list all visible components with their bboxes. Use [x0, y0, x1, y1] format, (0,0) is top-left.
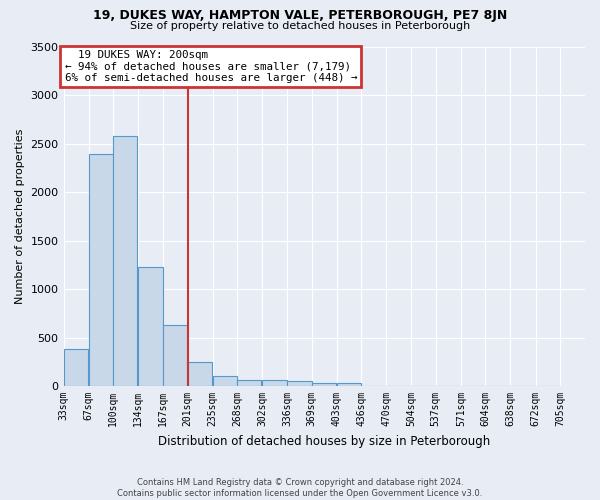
Bar — [188, 362, 212, 386]
Text: Contains HM Land Registry data © Crown copyright and database right 2024.
Contai: Contains HM Land Registry data © Crown c… — [118, 478, 482, 498]
Text: 19 DUKES WAY: 200sqm
← 94% of detached houses are smaller (7,179)
6% of semi-det: 19 DUKES WAY: 200sqm ← 94% of detached h… — [65, 50, 357, 83]
Bar — [89, 154, 113, 386]
Bar — [287, 380, 312, 386]
Bar — [138, 266, 163, 386]
Bar — [262, 380, 287, 386]
Bar — [163, 325, 187, 386]
Bar — [337, 382, 361, 386]
Bar — [213, 376, 237, 386]
Bar — [64, 349, 88, 386]
Text: Size of property relative to detached houses in Peterborough: Size of property relative to detached ho… — [130, 21, 470, 31]
Y-axis label: Number of detached properties: Number of detached properties — [15, 128, 25, 304]
Bar — [113, 136, 137, 386]
Text: 19, DUKES WAY, HAMPTON VALE, PETERBOROUGH, PE7 8JN: 19, DUKES WAY, HAMPTON VALE, PETERBOROUG… — [93, 9, 507, 22]
Bar — [237, 380, 262, 386]
X-axis label: Distribution of detached houses by size in Peterborough: Distribution of detached houses by size … — [158, 434, 490, 448]
Bar — [312, 382, 336, 386]
